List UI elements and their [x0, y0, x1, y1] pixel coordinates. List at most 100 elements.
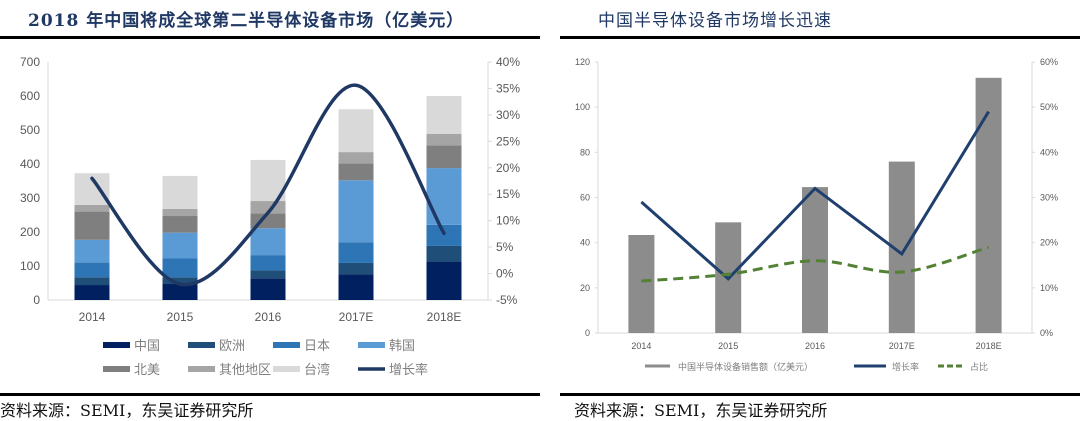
- legend-label: 日本: [304, 338, 330, 353]
- bar-segment-3: [75, 240, 110, 263]
- legend-label: 其他地区: [219, 362, 271, 377]
- y2-tick-label: 50%: [1040, 102, 1058, 112]
- y2-tick-label: 20%: [1040, 238, 1058, 248]
- y2-tick-label: 35%: [496, 81, 520, 95]
- x-tick-label: 2016: [805, 341, 825, 351]
- bar-segment-1: [339, 263, 374, 274]
- right-source-note: 资料来源：SEMI，东吴证券研究所: [574, 397, 827, 421]
- bar-segment-2: [339, 242, 374, 263]
- bar-segment-3: [427, 168, 462, 225]
- legend-swatch: [103, 366, 130, 372]
- bar-segment-1: [251, 270, 286, 278]
- legend-label: 韩国: [389, 338, 415, 353]
- bar-segment-3: [339, 180, 374, 242]
- y2-tick-label: 40%: [496, 55, 520, 69]
- bar-segment-5: [163, 209, 198, 216]
- y2-tick-label: 60%: [1040, 57, 1058, 67]
- bar-segment-6: [427, 96, 462, 134]
- x-tick-label: 2018E: [976, 341, 1002, 351]
- bar-segment-4: [427, 145, 462, 168]
- left-source-note: 资料来源：SEMI，东吴证券研究所: [0, 397, 253, 421]
- bar-segment-3: [163, 233, 198, 259]
- x-tick-label: 2015: [718, 341, 738, 351]
- legend-swatch: [103, 342, 130, 348]
- legend-label: 欧洲: [219, 338, 245, 353]
- y-tick-label: 600: [20, 89, 40, 103]
- bar-segment-0: [75, 285, 110, 300]
- y-tick-label: 300: [20, 191, 40, 205]
- bar-segment-0: [427, 261, 462, 300]
- bar-segment-0: [251, 278, 286, 300]
- bottom-divider: [560, 393, 1080, 396]
- bar-segment-4: [163, 216, 198, 233]
- y-tick-label: 100: [575, 102, 590, 112]
- y-tick-label: 100: [20, 259, 40, 273]
- right-chart: 0 20 40 60 80 100 120 0% 10% 20% 30% 40% 50% 60% 2014 2…: [560, 0, 1080, 419]
- legend-label: 增长率: [389, 362, 428, 377]
- bar-segment-1: [427, 246, 462, 261]
- legend-swatch: [358, 342, 385, 348]
- x-tick-label: 2015: [167, 310, 194, 324]
- legend-label: 中国半导体设备销售额（亿美元）: [678, 361, 813, 372]
- legend-swatch: [273, 342, 300, 348]
- x-tick-label: 2016: [255, 310, 282, 324]
- y2-tick-label: 25%: [496, 134, 520, 148]
- bar-segment-4: [75, 212, 110, 240]
- sales-bar: [976, 78, 1002, 333]
- bottom-divider: [0, 393, 540, 396]
- bar-segment-6: [163, 176, 198, 209]
- y2-tick-label: 0%: [1040, 328, 1053, 338]
- legend-label: 增长率: [892, 361, 919, 372]
- bar-segment-1: [75, 277, 110, 285]
- bar-segment-2: [427, 225, 462, 246]
- y2-tick-label: 30%: [496, 108, 520, 122]
- y-tick-label: 40: [580, 238, 590, 248]
- y2-tick-label: 10%: [1040, 283, 1058, 293]
- legend-label: 台湾: [304, 362, 330, 377]
- y-tick-label: 60: [580, 193, 590, 203]
- bar-segment-0: [339, 274, 374, 300]
- sales-bar: [628, 235, 654, 333]
- y-tick-label: 80: [580, 147, 590, 157]
- y2-tick-label: 5%: [496, 240, 514, 254]
- y-tick-label: 200: [20, 225, 40, 239]
- y2-tick-label: 30%: [1040, 193, 1058, 203]
- y-tick-label: 120: [575, 57, 590, 67]
- x-tick-label: 2014: [631, 341, 651, 351]
- legend-label: 占比: [970, 361, 988, 372]
- x-tick-label: 2014: [79, 310, 106, 324]
- y-tick-label: 700: [20, 55, 40, 69]
- y-tick-label: 0: [585, 328, 590, 338]
- y-tick-label: 20: [580, 283, 590, 293]
- y-tick-label: 400: [20, 157, 40, 171]
- bar-segment-6: [339, 109, 374, 152]
- y2-tick-label: 0%: [496, 267, 514, 281]
- y2-tick-label: 15%: [496, 187, 520, 201]
- bar-segment-0: [163, 284, 198, 300]
- bar-segment-3: [251, 228, 286, 255]
- legend-swatch: [273, 366, 300, 372]
- y-tick-label: 0: [33, 293, 40, 307]
- bar-segment-5: [75, 205, 110, 212]
- x-tick-label: 2017E: [889, 341, 915, 351]
- y2-tick-label: 20%: [496, 161, 520, 175]
- x-tick-label: 2017E: [339, 310, 374, 324]
- bar-segment-5: [339, 152, 374, 163]
- x-tick-label: 2018E: [427, 310, 462, 324]
- y2-tick-label: -5%: [496, 293, 518, 307]
- bar-segment-2: [251, 255, 286, 270]
- bar-segment-2: [75, 263, 110, 278]
- bar-segment-2: [163, 259, 198, 278]
- y-tick-label: 500: [20, 123, 40, 137]
- left-chart: 0 100 200 300 400 500 600 700 -5% 0% 5% 10% 15% 20% 25…: [0, 0, 540, 419]
- y2-tick-label: 10%: [496, 214, 520, 228]
- legend-label: 中国: [134, 338, 160, 353]
- legend-swatch: [188, 366, 215, 372]
- bar-segment-5: [427, 134, 462, 146]
- legend-label: 北美: [134, 362, 160, 377]
- y2-tick-label: 40%: [1040, 147, 1058, 157]
- legend-swatch: [188, 342, 215, 348]
- bar-segment-4: [339, 163, 374, 180]
